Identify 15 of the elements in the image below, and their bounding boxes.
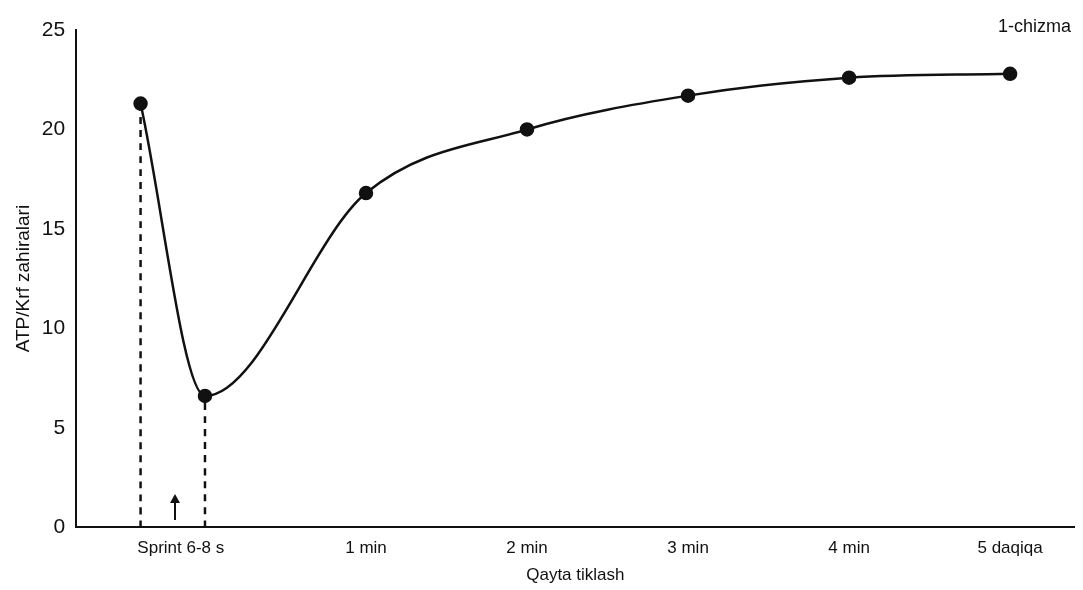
x-axis-title: Qayta tiklash — [526, 565, 625, 585]
y-tick-label: 0 — [53, 514, 66, 537]
y-tick-label: 10 — [41, 315, 66, 339]
x-tick-label: 1 min — [345, 538, 387, 558]
x-tick-label: 2 min — [506, 538, 548, 558]
y-tick-label: 25 — [41, 16, 66, 40]
x-tick-label: 4 min — [828, 538, 870, 558]
x-tick-label: 5 daqiqa — [977, 538, 1044, 558]
y-tick-label: 20 — [41, 116, 66, 140]
y-tick-label: 5 — [53, 414, 66, 438]
x-tick-label: 3 min — [667, 538, 709, 558]
y-tick-label: 15 — [41, 215, 66, 239]
x-tick-label: Sprint 6-8 s — [137, 538, 225, 558]
annotation: 1-chizma — [997, 15, 1072, 36]
y-axis-title: ATP/Krf zahiralari — [11, 204, 33, 353]
